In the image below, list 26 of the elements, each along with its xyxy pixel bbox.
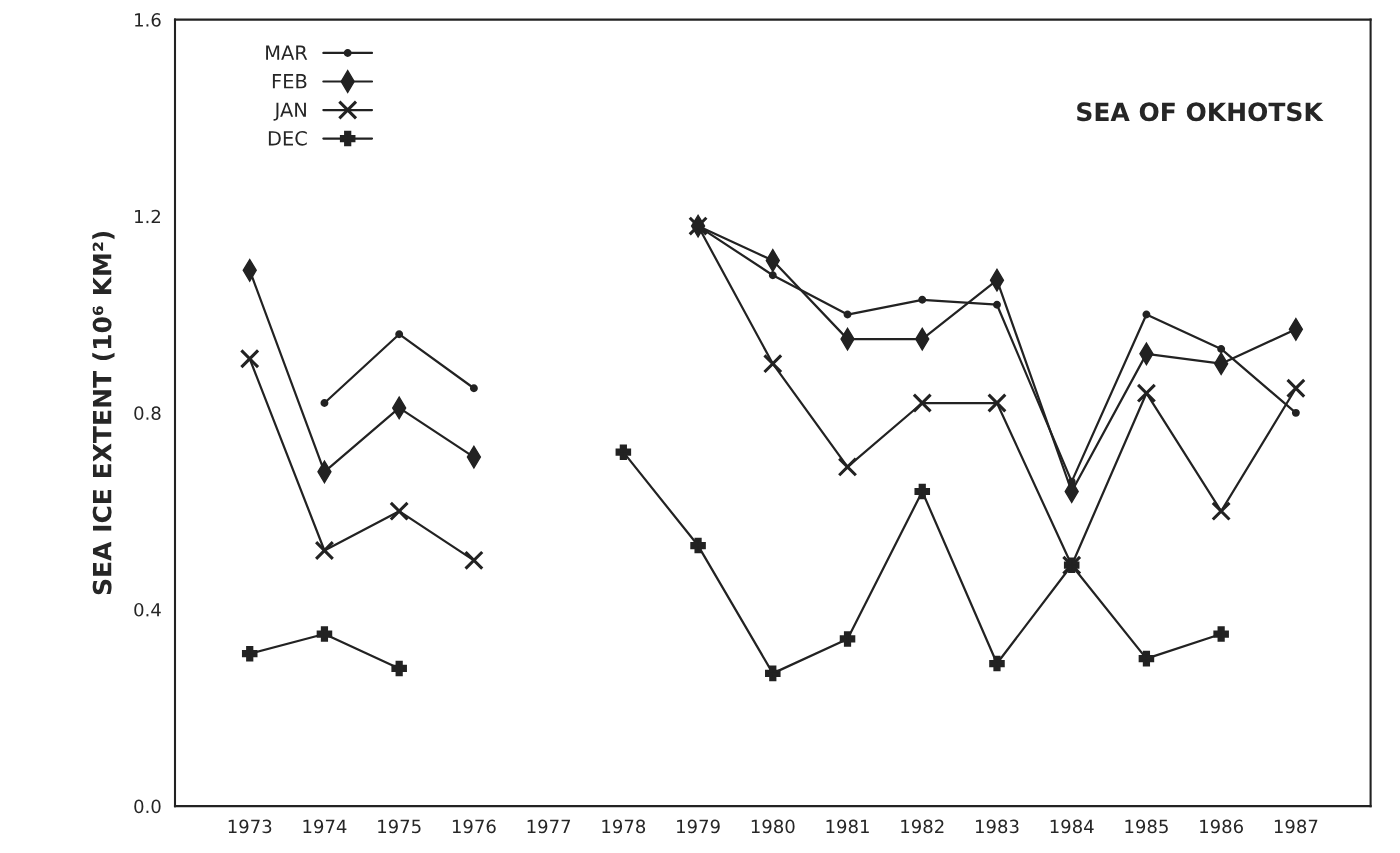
y-tick-label: 1.6 — [135, 13, 161, 27]
x-tick-label: 1982 — [901, 819, 944, 834]
y-tick-label: 0.4 — [134, 602, 161, 617]
y-tick-label: 1.2 — [135, 209, 160, 224]
x-tick-label: 1979 — [677, 819, 720, 834]
y-tick-label: 0.8 — [134, 406, 161, 420]
text: SEA OF OKHOTSK — [1077, 102, 1324, 122]
x-tick-label: 1975 — [378, 819, 421, 834]
x-tick-label: 1980 — [751, 819, 795, 834]
x-tick-label: 1977 — [527, 819, 571, 834]
x-tick-label: 1987 — [1274, 819, 1318, 834]
y-tick-label: 0.0 — [134, 799, 161, 814]
legend-label: JAN — [273, 102, 306, 121]
y-axis-title: SEA ICE EXTENT (10⁶ KM²) — [92, 231, 115, 595]
x-tick-label: 1985 — [1125, 819, 1168, 834]
x-tick-label: 1978 — [602, 819, 646, 834]
legend-label: MAR — [266, 45, 308, 60]
x-tick-label: 1974 — [303, 819, 347, 834]
x-tick-label: 1984 — [1050, 819, 1094, 834]
x-tick-label: 1973 — [228, 819, 272, 834]
x-tick-label: 1976 — [452, 819, 496, 834]
x-tick-label: 1983 — [975, 819, 1019, 834]
legend-label: DEC — [268, 130, 307, 146]
legend-label: FEB — [272, 74, 307, 89]
x-tick-label: 1981 — [826, 819, 869, 834]
x-tick-label: 1986 — [1200, 819, 1243, 834]
